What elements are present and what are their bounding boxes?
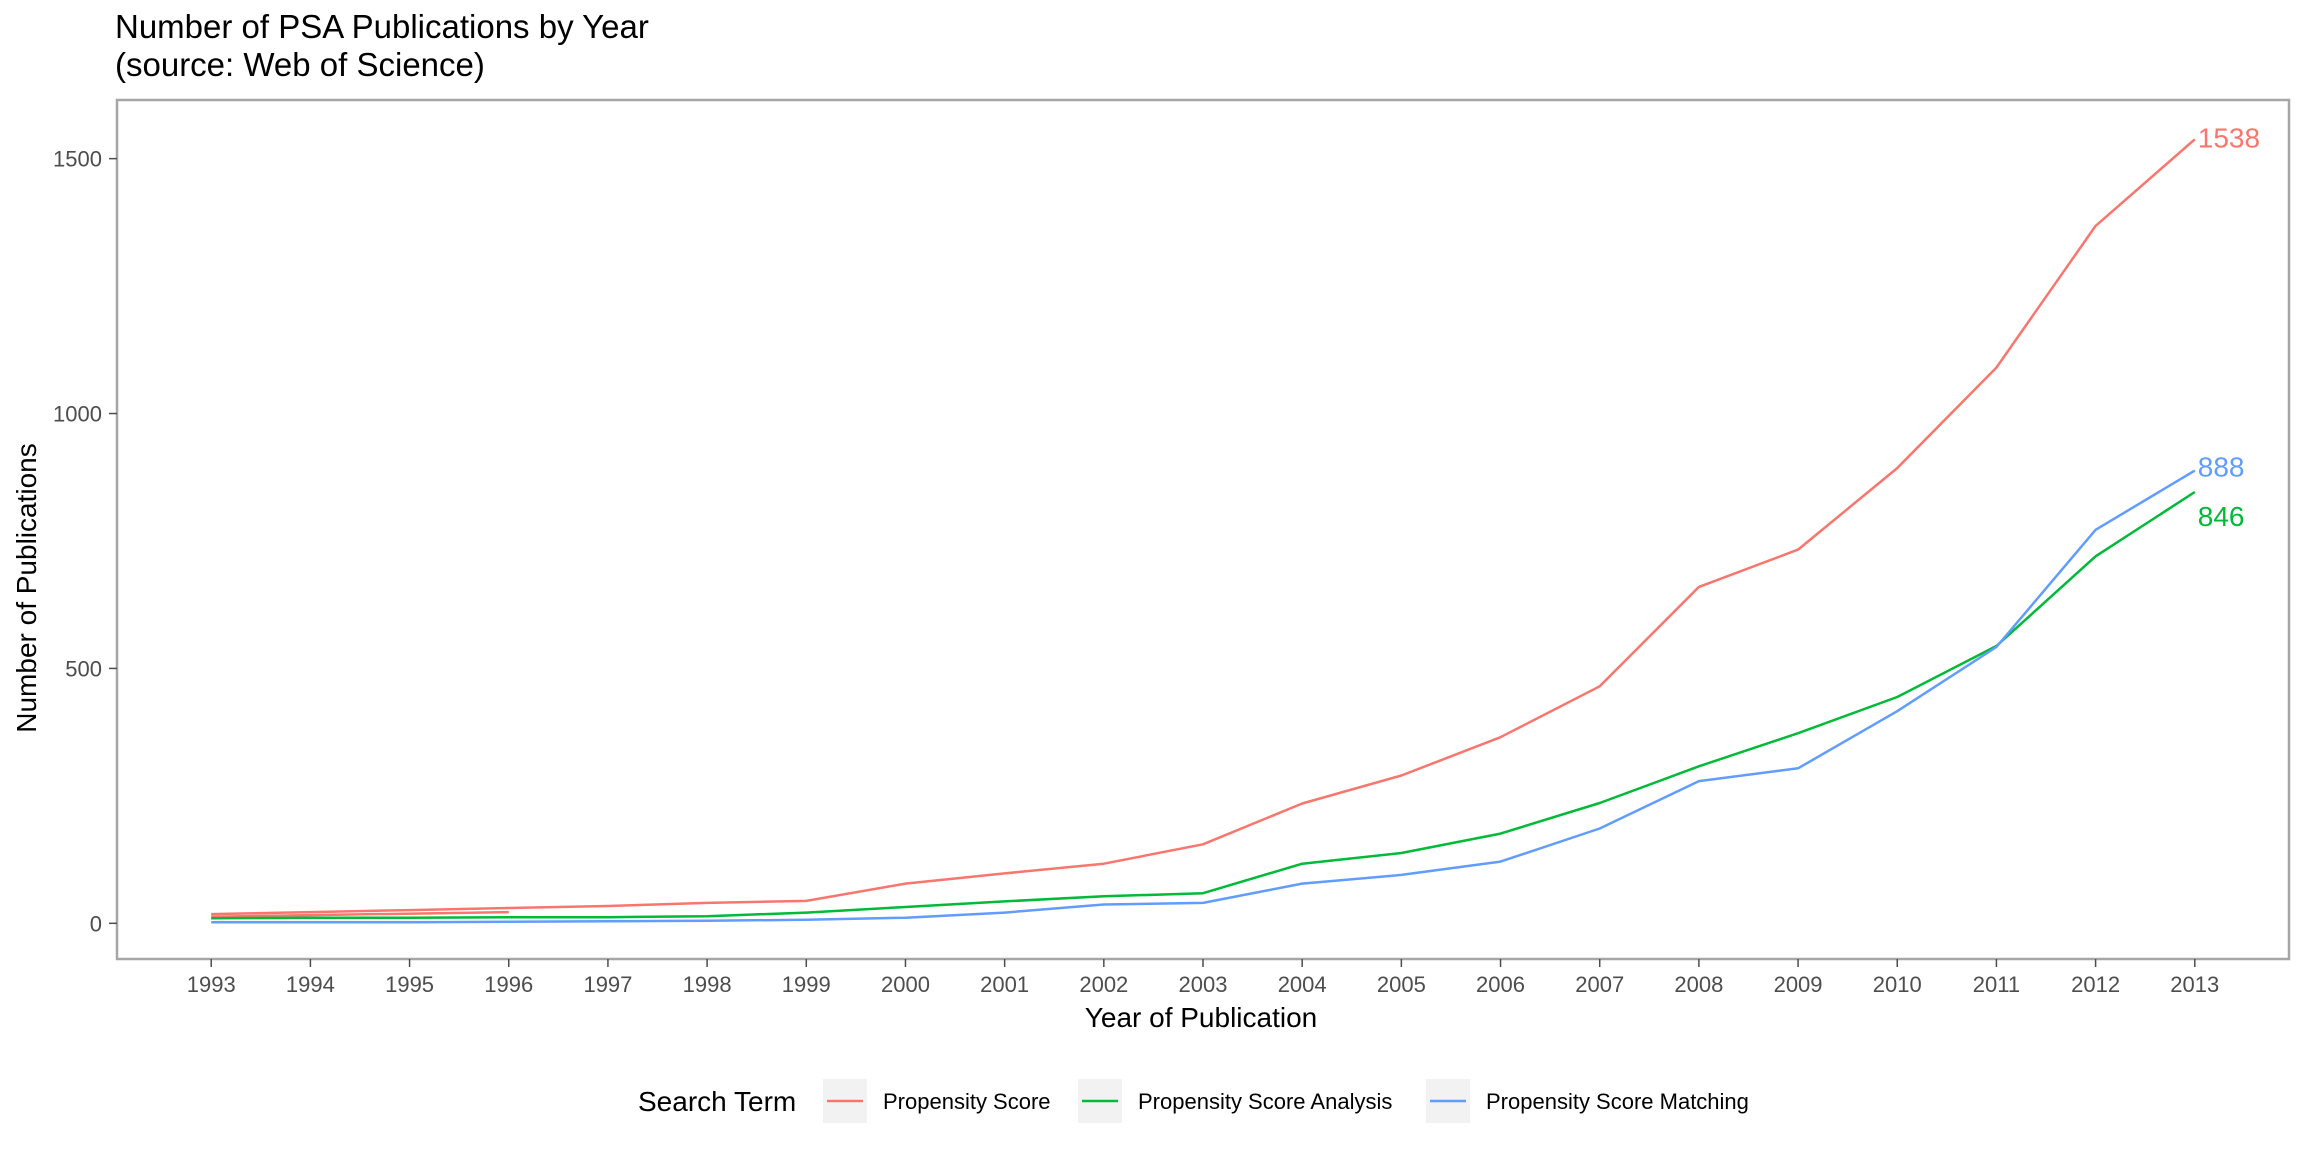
- series-line: [211, 469, 2196, 924]
- y-tick-label: 500: [65, 656, 102, 681]
- legend-item-label: Propensity Score Analysis: [1138, 1089, 1392, 1114]
- legend-item-label: Propensity Score Matching: [1486, 1089, 1749, 1114]
- x-tick-label: 1999: [782, 972, 831, 997]
- chart-title: Number of PSA Publications by Year (sour…: [115, 8, 649, 83]
- series-end-label: 1538: [2198, 122, 2260, 153]
- legend: Search Term Propensity Score Propensity S…: [638, 1079, 1749, 1123]
- x-tick-label: 2013: [2170, 972, 2219, 997]
- series-end-label: 888: [2198, 452, 2245, 483]
- series-line: [211, 490, 2196, 920]
- x-tick-label: 2008: [1674, 972, 1723, 997]
- legend-title: Search Term: [638, 1086, 796, 1117]
- y-tick-label: 0: [90, 911, 102, 936]
- plot-panel-border: [115, 98, 2291, 961]
- legend-item-label: Propensity Score: [883, 1089, 1051, 1114]
- x-tick-label: 1994: [286, 972, 335, 997]
- x-tick-label: 2007: [1575, 972, 1624, 997]
- x-tick-label: 1997: [583, 972, 632, 997]
- x-tick-label: 1993: [187, 972, 236, 997]
- title-line-1: Number of PSA Publications by Year: [115, 8, 649, 45]
- x-tick-label: 2006: [1476, 972, 1525, 997]
- x-tick-label: 2000: [881, 972, 930, 997]
- x-tick-label: 2011: [1973, 972, 2020, 997]
- y-tick-label: 1500: [53, 147, 102, 172]
- y-axis-title: Number of Publications: [11, 443, 42, 732]
- series-line: [211, 138, 2196, 916]
- x-tick-label: 2005: [1377, 972, 1426, 997]
- x-tick-label: 2009: [1774, 972, 1823, 997]
- x-tick-label: 2002: [1079, 972, 1128, 997]
- y-tick-label: 1000: [53, 402, 102, 427]
- title-line-2: (source: Web of Science): [115, 46, 485, 83]
- x-tick-label: 1998: [683, 972, 732, 997]
- extra-segment-line: [211, 910, 509, 918]
- plot-area: 1993 1994 1995 1996 1997 1998 1999 2000 2001 2002…: [53, 98, 2291, 997]
- x-axis-title: Year of Publication: [1085, 1002, 1317, 1033]
- x-tick-label: 2012: [2071, 972, 2120, 997]
- x-tick-label: 2001: [980, 972, 1029, 997]
- x-tick-label: 2004: [1278, 972, 1327, 997]
- series-end-label: 846: [2198, 501, 2245, 532]
- x-tick-label: 2003: [1179, 972, 1228, 997]
- x-tick-label: 1995: [385, 972, 434, 997]
- x-tick-label: 1996: [484, 972, 533, 997]
- x-tick-label: 2010: [1873, 972, 1922, 997]
